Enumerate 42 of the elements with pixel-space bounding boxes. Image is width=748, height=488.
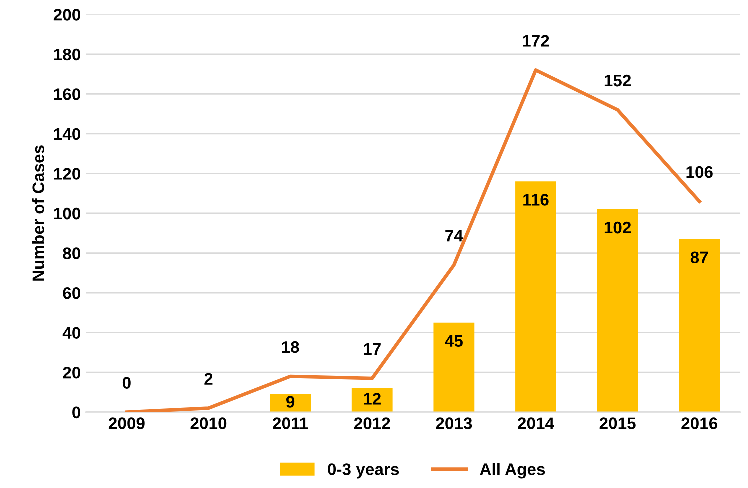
legend-label: All Ages bbox=[480, 463, 546, 479]
y-tick-label: 60 bbox=[63, 287, 80, 300]
data-label: 172 bbox=[523, 35, 550, 47]
y-tick-label: 0 bbox=[72, 406, 80, 419]
x-tick-label: 2011 bbox=[273, 418, 308, 430]
y-tick-label: 100 bbox=[54, 208, 80, 220]
x-tick-label: 2010 bbox=[190, 418, 227, 430]
y-tick-label: 160 bbox=[54, 88, 80, 100]
x-tick-label: 2009 bbox=[108, 418, 145, 430]
x-tick-label: 2015 bbox=[600, 418, 636, 430]
x-tick-label: 2016 bbox=[682, 418, 718, 430]
data-label: 106 bbox=[686, 166, 713, 178]
data-label: 2 bbox=[204, 373, 213, 385]
data-label: 152 bbox=[604, 74, 632, 87]
y-tick-label: 40 bbox=[62, 327, 80, 340]
bar bbox=[352, 388, 393, 412]
data-label: 0 bbox=[122, 377, 131, 389]
data-label: 45 bbox=[445, 335, 463, 348]
bar bbox=[434, 322, 475, 412]
data-label: 87 bbox=[690, 252, 708, 264]
y-tick-label: 140 bbox=[54, 128, 80, 140]
y-tick-label: 200 bbox=[54, 9, 80, 21]
y-tick-label: 180 bbox=[54, 48, 80, 61]
x-tick-label: 2012 bbox=[354, 418, 390, 430]
y-tick-label: 80 bbox=[63, 248, 80, 260]
y-tick-label: 120 bbox=[54, 168, 80, 180]
y-axis-title: Number of Cases bbox=[32, 146, 45, 281]
bar bbox=[679, 239, 720, 412]
data-label: 9 bbox=[286, 396, 295, 408]
data-label: 74 bbox=[446, 230, 464, 242]
legend-label: 0-3 years bbox=[328, 464, 400, 479]
data-label: 18 bbox=[282, 341, 300, 354]
bar bbox=[597, 210, 638, 412]
data-label: 116 bbox=[524, 194, 549, 206]
x-tick-label: 2013 bbox=[436, 418, 472, 430]
data-label: 12 bbox=[364, 393, 381, 405]
data-label: 17 bbox=[364, 344, 381, 356]
y-tick-label: 20 bbox=[63, 366, 80, 379]
bar bbox=[516, 182, 556, 412]
x-tick-label: 2014 bbox=[518, 418, 554, 430]
bar bbox=[270, 394, 312, 412]
data-label: 102 bbox=[604, 222, 632, 234]
